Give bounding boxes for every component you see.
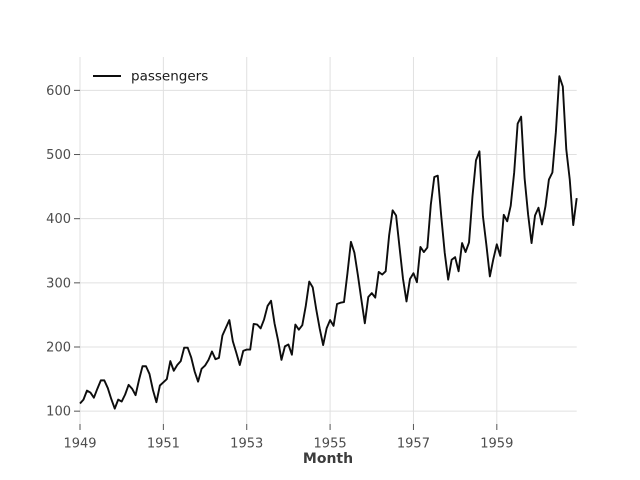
y-axis-tick-label: 600 — [46, 84, 71, 99]
axis-tick-labels: 1949 1951 1953 1955 1957 1959 100 200 300 400 500 6… — [46, 84, 513, 452]
x-axis-tick-label: 1959 — [480, 437, 513, 452]
x-axis-tick-label: 1949 — [63, 437, 96, 452]
x-axis-tick-label: 1957 — [397, 437, 430, 452]
axis-ticks — [74, 89, 498, 430]
y-axis-tick-label: 500 — [46, 148, 71, 163]
passengers-line — [79, 75, 578, 410]
gridlines — [79, 57, 577, 424]
y-axis-tick-label: 400 — [46, 212, 71, 227]
x-axis-tick-label: 1953 — [230, 437, 263, 452]
legend-label: passengers — [131, 69, 208, 85]
y-axis-tick-label: 300 — [46, 276, 71, 291]
x-axis-tick-label: 1951 — [147, 437, 180, 452]
legend: passengers — [93, 69, 208, 85]
y-axis-tick-label: 100 — [46, 405, 71, 420]
x-axis-title: Month — [303, 451, 353, 467]
y-axis-tick-label: 200 — [46, 341, 71, 356]
x-axis-tick-label: 1955 — [314, 437, 347, 452]
